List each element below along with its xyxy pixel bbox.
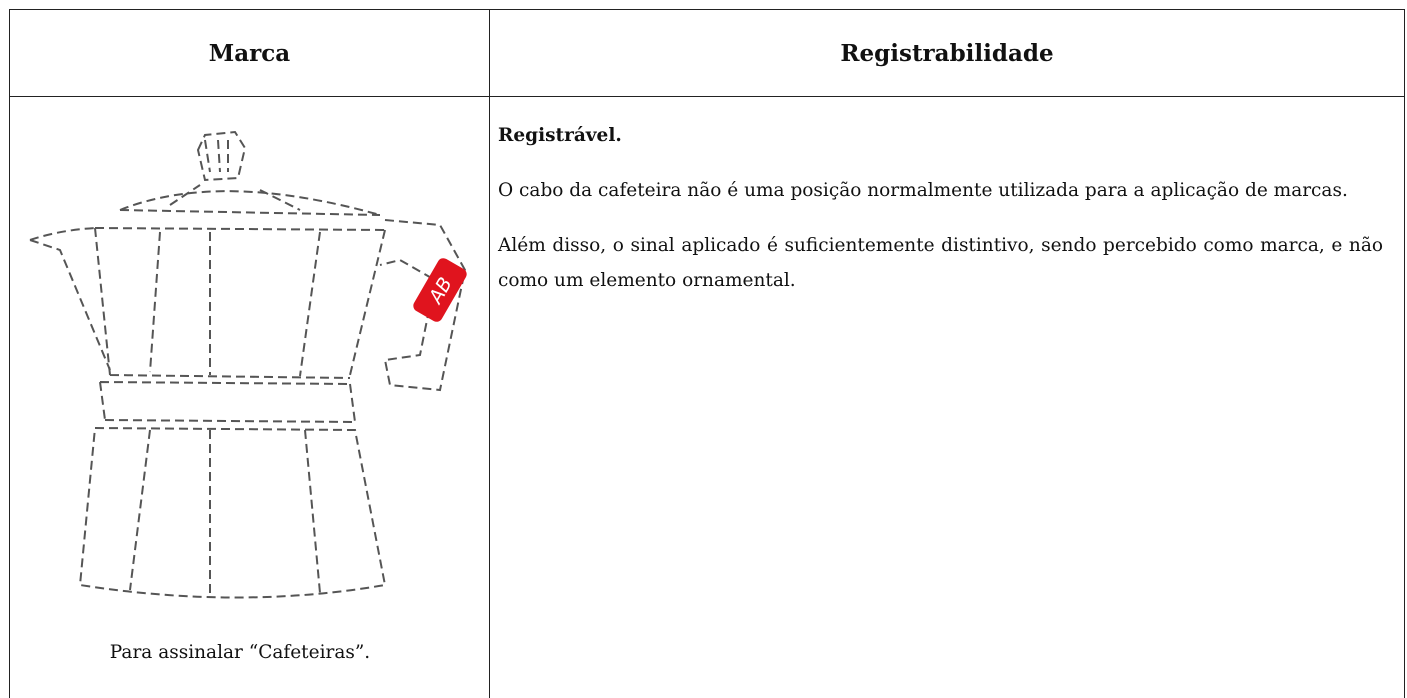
header-cell: Registrabilidade xyxy=(490,10,1404,97)
table: Marca Registrabilidade xyxy=(9,9,1405,698)
mark-cell xyxy=(10,97,490,698)
registrability-cell: Registrável. O cabo da cafeteira não é u… xyxy=(498,118,1383,318)
paragraph: Além disso, o sinal aplicado é suficient… xyxy=(498,235,1383,291)
caption: Para assinalar “Cafeteiras”. xyxy=(109,642,371,663)
paragraph: O cabo da cafeteira não é uma posição no… xyxy=(498,180,1348,201)
mark-tag xyxy=(413,258,467,322)
coffee-pot-drawing: AB xyxy=(29,130,467,599)
header-cell: Marca xyxy=(10,10,490,97)
verdict: Registrável. xyxy=(498,125,622,146)
